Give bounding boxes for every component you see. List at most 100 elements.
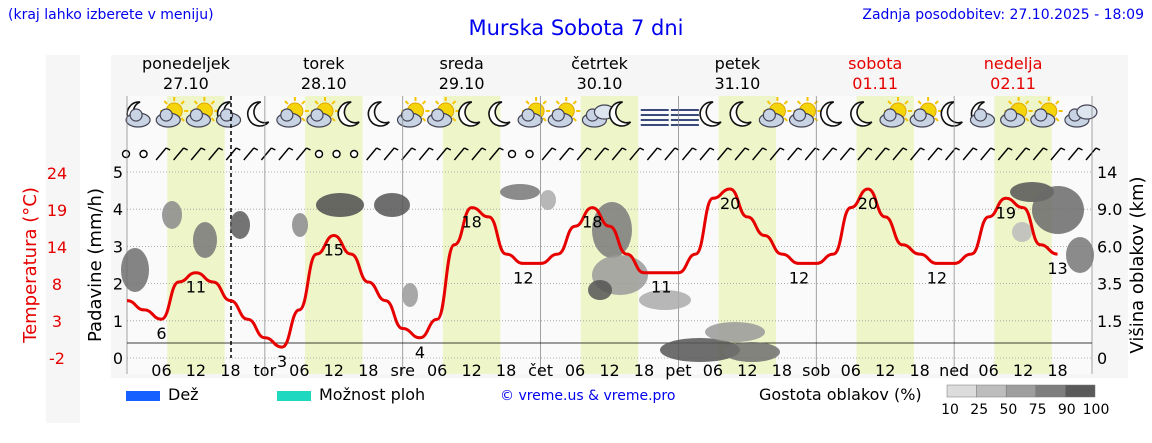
- wind-barb: [962, 147, 978, 161]
- moon-icon: [819, 101, 843, 127]
- moon-icon: [940, 101, 963, 127]
- daylight-band: [442, 96, 501, 374]
- cloud-density-area: [316, 193, 364, 217]
- cloud-height-tick: 1.5: [1097, 312, 1122, 331]
- wind-barb: [401, 147, 417, 161]
- moon-icon: [488, 101, 511, 127]
- density-scale-label: 25: [970, 402, 988, 418]
- cloud-density-area: [230, 211, 250, 239]
- day-date: 01.11: [852, 74, 898, 93]
- sun-cloud-icon: [909, 97, 943, 128]
- sun-cloud-icon: [879, 97, 912, 128]
- time-tick: 12: [186, 361, 206, 380]
- temperature-label: 11: [186, 278, 206, 297]
- moon-icon: [608, 101, 632, 127]
- time-tick: 18: [772, 361, 792, 380]
- moon-cloud-icon: [125, 101, 151, 128]
- wind-barb: [769, 147, 785, 161]
- cloud-density-area: [193, 222, 217, 258]
- wind-barb: [1032, 147, 1048, 161]
- wind-barb: [681, 147, 697, 161]
- temperature-tick: 3: [52, 312, 62, 331]
- moon-icon: [246, 101, 270, 127]
- wind-barb: [436, 147, 452, 161]
- time-tick: čet: [528, 361, 553, 380]
- temperature-line: [126, 187, 1058, 349]
- wind-barb: [857, 147, 873, 161]
- cloud-height-tick: 3.5: [1097, 275, 1122, 294]
- wind-calm-mark: [525, 149, 534, 159]
- sun-cloud-icon: [427, 97, 460, 128]
- wind-barb: [1085, 147, 1101, 161]
- cloud-density-area: [374, 193, 410, 217]
- moon-icon: [458, 101, 481, 127]
- temperature-label: 12: [789, 268, 809, 287]
- wind-barb: [927, 147, 943, 161]
- wind-barb: [752, 147, 767, 161]
- wind-barb: [980, 147, 996, 161]
- wind-barb: [839, 147, 855, 161]
- time-tick: 06: [289, 361, 309, 380]
- time-tick: 18: [496, 361, 516, 380]
- time-tick: 18: [634, 361, 654, 380]
- density-scale-cell: [1035, 384, 1066, 398]
- cloud-height-tick: 9.0: [1097, 200, 1122, 219]
- precip-tick: 0: [113, 349, 123, 368]
- left-panel: [46, 55, 80, 423]
- temperature-label: 15: [324, 241, 344, 260]
- cloud-height-tick: 6.0: [1097, 237, 1122, 256]
- cloud-density-area: [705, 322, 765, 342]
- cloud-density-area: [540, 190, 556, 210]
- sun-cloud-icon: [788, 97, 822, 128]
- day-name: sobota: [848, 54, 902, 73]
- rain-legend-swatch: [126, 391, 160, 401]
- rain-legend-label: Dež: [168, 385, 199, 404]
- wind-barb: [787, 147, 803, 161]
- sun-cloud-icon: [396, 97, 430, 128]
- density-scale-label: 50: [999, 402, 1017, 418]
- cloud-density-area: [1066, 237, 1094, 273]
- wind-barb: [488, 147, 504, 161]
- temperature-tick: 14: [47, 238, 67, 257]
- cloud-density-area: [162, 201, 182, 229]
- wind-barb: [1015, 147, 1031, 161]
- density-scale-cell: [946, 384, 977, 398]
- wind-calm-mark: [139, 149, 148, 159]
- cloud-density-area: [1032, 186, 1084, 234]
- time-tick: 06: [978, 361, 998, 380]
- sun-cloud-icon: [306, 97, 340, 128]
- cloud-density-area: [1012, 222, 1032, 242]
- daylight-band: [856, 96, 914, 374]
- density-scale-cell: [976, 384, 1007, 398]
- sun-cloud-icon: [155, 97, 189, 128]
- time-tick: 12: [461, 361, 481, 380]
- time-tick: 12: [1013, 361, 1033, 380]
- wind-barb: [699, 147, 715, 161]
- temperature-label: 12: [927, 268, 947, 287]
- precip-axis-label: Padavine (mm/h): [85, 188, 106, 342]
- time-tick: sob: [802, 361, 830, 380]
- cloud-density-area: [402, 283, 418, 307]
- sun-cloud-icon: [758, 97, 792, 128]
- wind-barb: [910, 147, 925, 161]
- temperature-label: 12: [513, 268, 533, 287]
- temperature-axis-label: Temperatura (°C): [20, 187, 41, 344]
- wind-barb: [892, 147, 908, 161]
- wind-barb: [822, 147, 838, 161]
- cloud-density-area: [724, 342, 780, 362]
- day-date: 30.10: [577, 74, 623, 93]
- density-scale-label: 90: [1058, 402, 1076, 418]
- time-tick: pet: [665, 361, 691, 380]
- time-tick: 12: [737, 361, 757, 380]
- day-date: 29.10: [439, 74, 485, 93]
- sun-cloud-icon: [1030, 97, 1063, 128]
- wind-barb: [243, 147, 259, 161]
- moon-icon: [729, 101, 752, 127]
- chart-title: Murska Sobota 7 dni: [468, 16, 684, 40]
- temperature-label: 11: [651, 278, 671, 297]
- time-tick: ned: [939, 361, 969, 380]
- cloud-density-area: [292, 213, 308, 237]
- copyright-link[interactable]: © vreme.us & vreme.pro: [500, 388, 676, 404]
- day-name: sreda: [439, 54, 483, 73]
- time-tick: 12: [875, 361, 895, 380]
